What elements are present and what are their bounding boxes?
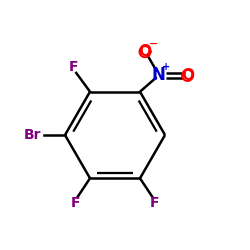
Text: Br: Br (24, 128, 41, 142)
Text: N: N (152, 66, 166, 84)
Text: O: O (138, 44, 151, 59)
Text: −: − (148, 38, 158, 48)
Text: O: O (181, 68, 194, 83)
Text: F: F (69, 60, 78, 74)
Text: F: F (150, 196, 159, 210)
Text: +: + (162, 62, 170, 72)
Text: F: F (71, 196, 80, 210)
